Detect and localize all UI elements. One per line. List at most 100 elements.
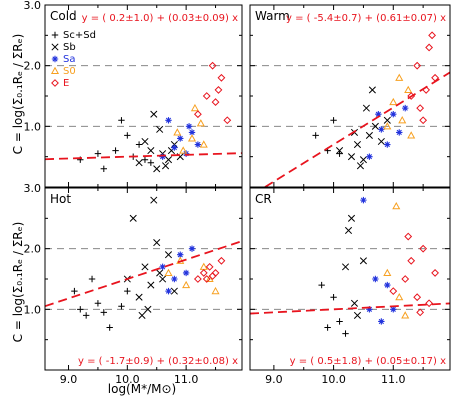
fit-equation: y = ( -5.4±0.7) + (0.61±0.07) x [286,13,446,24]
data-point-s0-0 [179,146,188,154]
data-point-sa-2 [177,251,184,258]
x-tick-label: 9.0 [265,373,283,386]
data-point-sa-1 [378,126,385,133]
data-point-sa-0 [360,196,367,204]
data-point-s0-3 [404,85,413,93]
data-point-sb-3 [359,156,367,164]
data-point-sb-7 [170,287,178,295]
panel-frame [249,4,451,188]
data-point-sa-5 [165,287,172,295]
data-point-sc-sd-1 [330,294,337,301]
data-point-e-2 [419,116,428,125]
y-tick-label: 3.0 [24,0,42,12]
data-point-sc-sd-3 [106,324,113,331]
legend-label: Sb [63,42,76,53]
data-point-sb-9 [161,162,170,170]
data-point-sc-sd-2 [336,318,343,325]
fit-line [264,71,451,188]
data-point-s0-4 [173,128,182,136]
data-point-sa-2 [384,141,391,148]
data-point-sa-2 [372,275,379,283]
data-point-sa-5 [390,306,397,313]
data-point-sa-6 [165,117,172,124]
data-point-sb-8 [129,214,137,222]
data-point-sa-0 [159,263,166,271]
data-point-sc-sd-3 [342,330,349,337]
data-point-sb-12 [138,311,146,319]
y-tick-label: 1.0 [24,303,42,316]
data-point-sb-1 [347,214,356,222]
data-point-sa-4 [188,245,196,252]
data-point-sa-0 [159,153,166,160]
data-point-e-5 [223,116,232,125]
x-tick-label: 10.0 [115,373,140,386]
data-point-e-8 [404,232,413,241]
fit-line [249,302,451,315]
data-point-sa-4 [384,281,391,289]
data-point-e-4 [208,61,217,70]
data-point-sc-sd-4 [318,281,325,289]
legend-marker-sc-sd [51,31,59,39]
data-point-e-3 [217,73,226,82]
data-point-sb-9 [150,196,158,204]
data-point-sb-1 [135,293,143,301]
legend-label: S0 [63,66,76,77]
data-point-sa-7 [185,123,193,130]
data-point-s0-2 [395,292,404,301]
data-point-sc-sd-1 [336,150,343,157]
data-point-e-1 [199,269,208,277]
x-tick-label: 9.0 [60,373,78,386]
data-point-sa-6 [375,111,382,118]
legend-marker-sb [51,43,59,51]
data-point-sb-5 [344,226,353,235]
panel-name: Warm [255,9,290,23]
data-point-s0-0 [383,268,392,276]
axes-text-layer: log(M*/M⊙) log(M*/M⊙) C = log(Σ₀.₁Rₑ / Σ… [11,34,176,396]
data-point-sb-7 [141,137,149,146]
data-point-e-6 [428,31,436,40]
data-point-e-2 [211,98,220,106]
data-point-e-1 [401,275,410,283]
panel-hot: 1.0 2.0 3.0 9.0 10.0 11.0 Hot y = ( -1.7±0.9) +… [24,182,243,386]
data-point-sa-1 [171,144,178,151]
data-point-sc-sd-7 [100,309,108,316]
data-point-sc-sd-6 [100,165,108,172]
data-point-sa-4 [396,129,403,136]
fit-line [44,240,243,308]
data-point-sc-sd-2 [112,147,119,154]
data-point-sc-sd-7 [135,141,143,148]
data-point-sc-sd-0 [71,287,78,295]
data-point-sa-3 [378,318,385,325]
data-point-sb-5 [371,122,379,130]
data-point-e-5 [416,104,425,113]
data-point-s0-2 [196,119,205,127]
data-point-sb-11 [356,162,365,170]
data-point-sb-2 [141,263,149,271]
data-point-e-4 [419,244,428,253]
data-point-sb-11 [156,269,164,277]
data-point-e-3 [425,43,434,52]
data-point-sb-0 [135,159,143,167]
data-point-sc-sd-4 [88,275,96,283]
data-point-s0-5 [395,73,404,81]
data-point-s0-5 [205,274,214,283]
data-point-s0-2 [182,280,191,289]
data-point-sb-8 [156,125,164,133]
data-point-sb-4 [153,239,161,247]
data-point-e-5 [425,299,434,308]
data-point-e-2 [205,262,214,271]
data-point-sb-1 [347,153,356,161]
data-point-sb-10 [150,110,158,118]
x-tick-label: 11.0 [174,373,199,386]
y-tick-label: 3.0 [24,182,42,195]
data-point-sc-sd-9 [118,117,125,124]
data-point-sc-sd-3 [124,132,131,139]
data-point-sb-3 [359,257,367,265]
legend-label: Sa [63,54,75,65]
y-tick-label: 2.0 [24,243,42,256]
data-point-sc-sd-2 [94,300,102,307]
data-point-sb-2 [353,140,362,149]
fit-line [44,152,243,161]
data-point-sb-4 [365,131,373,139]
